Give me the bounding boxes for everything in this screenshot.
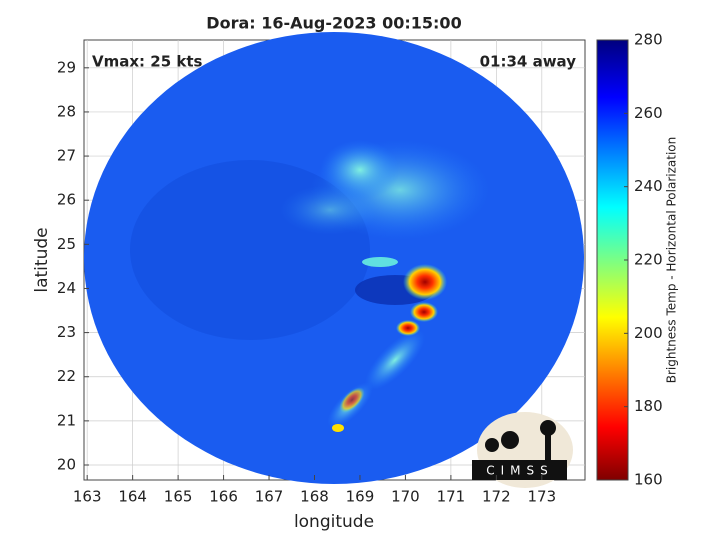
y-tick-label: 22 [57,367,76,385]
colorbar-tick-label: 160 [634,471,663,489]
colorbar-label: Brightness Temp - Horizontal Polarizatio… [665,137,679,384]
colorbar [596,39,629,481]
x-tick-label: 173 [527,488,556,506]
y-tick-label: 26 [57,191,76,209]
chart-title: Dora: 16-Aug-2023 00:15:00 [206,14,461,33]
annotation: 01:34 away [480,53,577,71]
imagery [84,32,584,484]
annotation: Vmax: 25 kts [92,53,202,71]
x-tick-label: 168 [300,488,329,506]
logo: CIMSS [472,412,573,488]
logo-text: CIMSS [486,464,554,478]
y-tick-label: 25 [57,235,76,253]
x-tick-label: 170 [391,488,420,506]
y-tick-label: 23 [57,323,76,341]
y-tick-label: 21 [57,411,76,429]
x-tick-label: 167 [255,488,284,506]
colorbar-tick-label: 280 [634,31,663,49]
colorbar-tick-label: 260 [634,104,663,122]
y-tick-label: 20 [57,455,76,473]
colorbar-tick-label: 200 [634,324,663,342]
x-tick-label: 171 [437,488,466,506]
y-tick-label: 27 [57,147,76,165]
y-tick-label: 24 [57,279,76,297]
colorbar-tick-label: 220 [634,251,663,269]
y-axis-label: latitude [32,227,52,292]
x-tick-label: 166 [209,488,238,506]
y-tick-label: 29 [57,58,76,76]
x-tick-label: 163 [73,488,102,506]
x-axis-label: longitude [294,512,374,532]
colorbar-tick-label: 180 [634,397,663,415]
x-tick-label: 164 [118,488,147,506]
x-tick-label: 169 [346,488,375,506]
x-tick-label: 172 [482,488,511,506]
x-tick-label: 165 [164,488,193,506]
y-tick-label: 28 [57,102,76,120]
colorbar-tick-label: 240 [634,177,663,195]
